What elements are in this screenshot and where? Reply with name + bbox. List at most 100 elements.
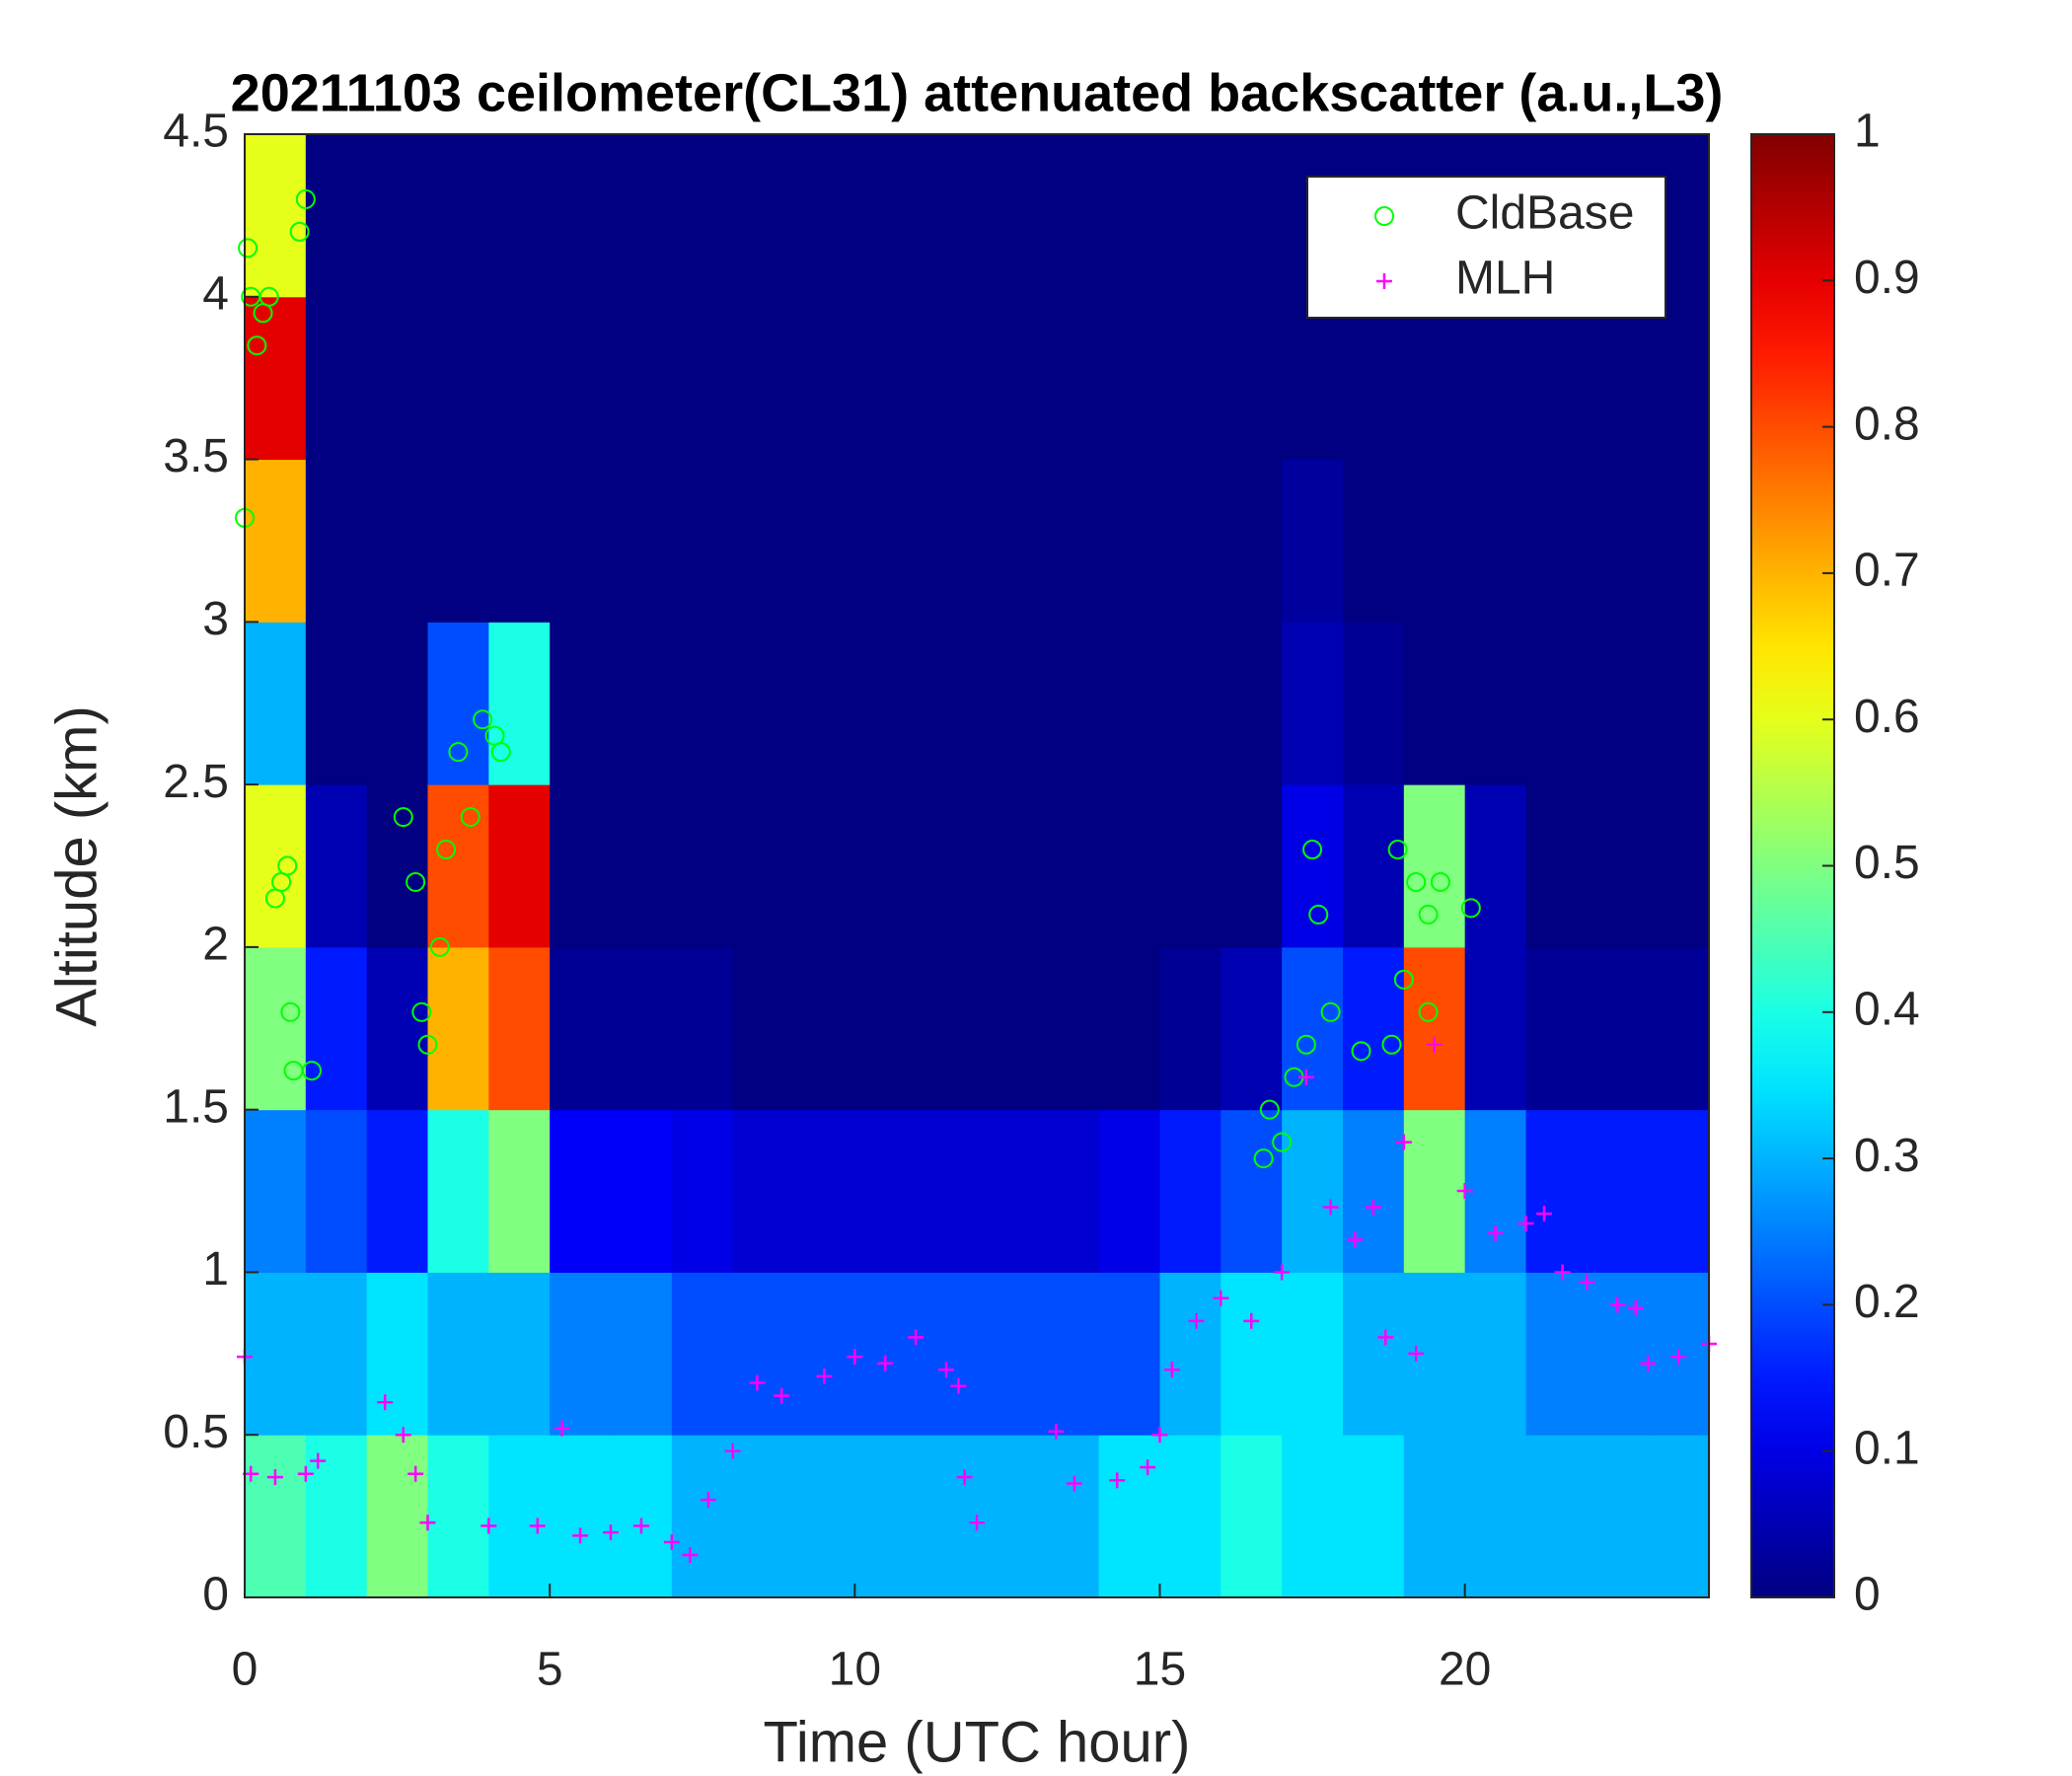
- heatmap-cell: [671, 459, 734, 623]
- heatmap-cell: [854, 134, 917, 298]
- heatmap-cell: [732, 1109, 794, 1273]
- heatmap-cell: [671, 296, 734, 461]
- y-tick-label: 4: [202, 267, 229, 320]
- mlh-marker: [950, 1377, 967, 1394]
- heatmap-cell: [611, 459, 673, 623]
- heatmap-cell: [366, 622, 428, 785]
- cloud-base-marker: [1393, 969, 1414, 990]
- heatmap-cell: [732, 134, 794, 298]
- heatmap-cell: [1464, 1272, 1526, 1436]
- heatmap-cell: [1464, 296, 1526, 461]
- heatmap-cell: [1037, 134, 1100, 298]
- heatmap-cell: [427, 946, 489, 1111]
- x-tick-label: 10: [829, 1644, 881, 1696]
- heatmap-cell: [1159, 134, 1221, 298]
- heatmap-cell: [1221, 1272, 1283, 1436]
- heatmap-cell: [1343, 946, 1405, 1111]
- cloud-base-marker: [238, 238, 259, 259]
- heatmap-cell: [1403, 296, 1466, 461]
- heatmap-cell: [427, 134, 489, 298]
- heatmap-cell: [1343, 296, 1405, 461]
- heatmap-cell: [1343, 784, 1405, 948]
- heatmap-cell: [1221, 1109, 1283, 1273]
- heatmap-cell: [793, 134, 855, 298]
- heatmap-cell: [793, 946, 855, 1111]
- heatmap-cell: [1403, 1109, 1466, 1273]
- heatmap-cell: [1403, 459, 1466, 623]
- heatmap-cell: [366, 296, 428, 461]
- heatmap-cell: [245, 622, 307, 785]
- mlh-marker: [1140, 1459, 1156, 1476]
- heatmap-cell: [305, 1109, 368, 1273]
- heatmap-cell: [305, 622, 368, 785]
- heatmap-cell: [732, 1272, 794, 1436]
- heatmap-cell: [488, 622, 551, 785]
- heatmap-cell: [854, 459, 917, 623]
- heatmap-cell: [671, 1435, 734, 1598]
- heatmap-cell: [671, 1272, 734, 1436]
- heatmap-cell: [1159, 1109, 1221, 1273]
- colorbar-tick-label: 0.6: [1854, 691, 1920, 743]
- cloud-base-marker: [295, 188, 316, 209]
- heatmap-cell: [1343, 1435, 1405, 1598]
- cloud-base-marker: [247, 335, 267, 356]
- mlh-marker: [682, 1547, 699, 1564]
- heatmap-cell: [671, 784, 734, 948]
- plot-frame: [244, 133, 1710, 1598]
- heatmap-cell: [1587, 459, 1649, 623]
- heatmap-cell: [611, 296, 673, 461]
- heatmap-cell: [854, 1109, 917, 1273]
- cloud-base-marker: [406, 871, 426, 892]
- y-tick-label: 4.5: [163, 106, 229, 158]
- heatmap-cell: [916, 946, 978, 1111]
- heatmap-cell: [1159, 459, 1221, 623]
- legend-label: CldBase: [1455, 187, 1634, 240]
- heatmap-cell: [732, 784, 794, 948]
- heatmap-cell: [916, 134, 978, 298]
- heatmap-cell: [1037, 622, 1100, 785]
- heatmap-cell: [1221, 1435, 1283, 1598]
- heatmap-cell: [732, 459, 794, 623]
- cloud-base-marker: [1302, 840, 1323, 860]
- heatmap-cell: [793, 1272, 855, 1436]
- cloud-base-marker: [473, 709, 493, 730]
- heatmap-cell: [1464, 946, 1526, 1111]
- mlh-marker: [1517, 1216, 1534, 1232]
- heatmap-cell: [550, 784, 612, 948]
- heatmap-cell: [1587, 622, 1649, 785]
- heatmap-cell: [671, 134, 734, 298]
- mlh-marker: [395, 1427, 411, 1443]
- heatmap-cell: [977, 134, 1039, 298]
- heatmap-cell: [854, 1272, 917, 1436]
- heatmap-cell: [1464, 1109, 1526, 1273]
- mlh-marker: [1188, 1312, 1205, 1329]
- heatmap-cell: [1403, 1435, 1466, 1598]
- heatmap-cell: [732, 946, 794, 1111]
- colorbar-tick-label: 0.5: [1854, 837, 1920, 889]
- heatmap-cell: [550, 946, 612, 1111]
- heatmap-cell: [1525, 946, 1588, 1111]
- heatmap-cell: [977, 784, 1039, 948]
- heatmap-cell: [1525, 1435, 1588, 1598]
- heatmap-cell: [1282, 296, 1344, 461]
- heatmap-cell: [793, 296, 855, 461]
- heatmap-cell: [916, 622, 978, 785]
- heatmap-cell: [550, 622, 612, 785]
- heatmap-cell: [1098, 622, 1160, 785]
- heatmap-cell: [611, 1272, 673, 1436]
- y-tick-label: 0.5: [163, 1406, 229, 1458]
- heatmap-cell: [550, 296, 612, 461]
- mlh-marker: [481, 1517, 497, 1534]
- mlh-marker: [1627, 1299, 1644, 1316]
- heatmap-cell: [977, 1435, 1039, 1598]
- heatmap-cell: [550, 1272, 612, 1436]
- heatmap-cell: [1221, 946, 1283, 1111]
- heatmap-cell: [1159, 296, 1221, 461]
- legend-box: [1306, 176, 1666, 319]
- heatmap-cell: [488, 134, 551, 298]
- heatmap-cell: [427, 1272, 489, 1436]
- heatmap-cell: [793, 1435, 855, 1598]
- heatmap-cell: [854, 622, 917, 785]
- mlh-marker: [1213, 1290, 1229, 1306]
- heatmap-cell: [977, 1109, 1039, 1273]
